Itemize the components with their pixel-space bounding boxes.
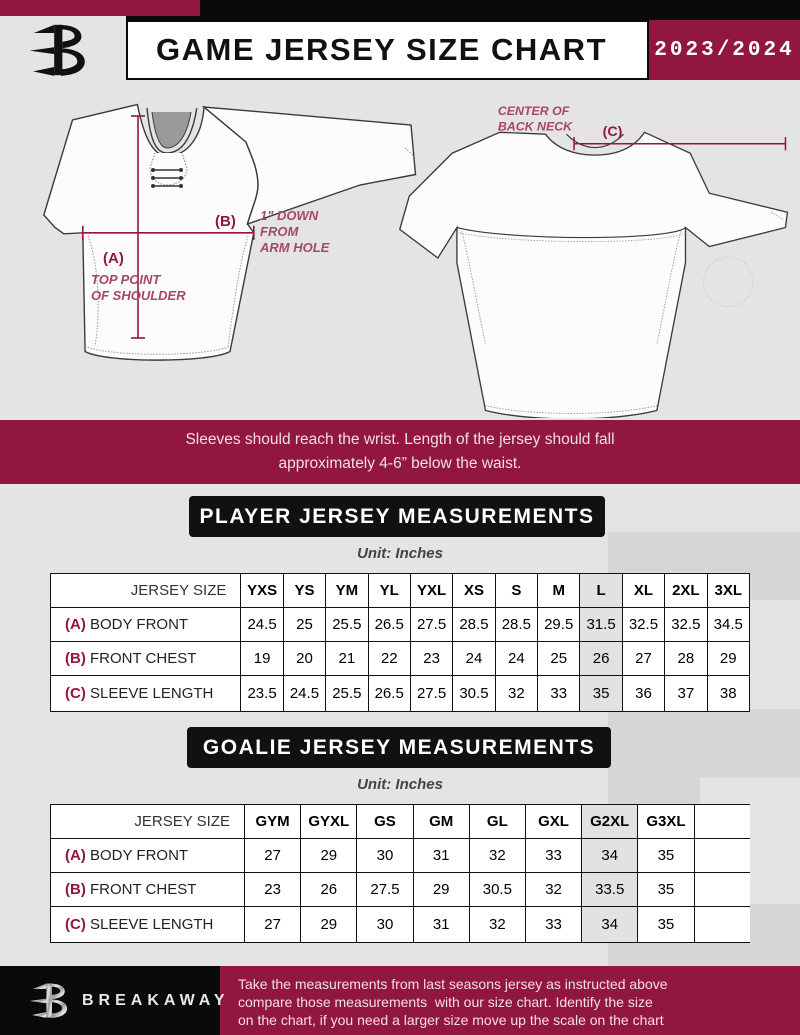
- svg-text:FROM: FROM: [260, 224, 299, 239]
- svg-text:BACK NECK: BACK NECK: [498, 119, 573, 133]
- svg-text:(A): (A): [103, 250, 124, 267]
- svg-text:1" DOWN: 1" DOWN: [260, 208, 319, 223]
- svg-text:(C): (C): [603, 124, 623, 140]
- svg-text:ARM HOLE: ARM HOLE: [259, 240, 330, 255]
- svg-text:(B): (B): [215, 213, 236, 230]
- svg-text:OF SHOULDER: OF SHOULDER: [91, 288, 186, 303]
- svg-text:CENTER OF: CENTER OF: [498, 104, 570, 118]
- svg-text:TOP POINT: TOP POINT: [91, 272, 161, 287]
